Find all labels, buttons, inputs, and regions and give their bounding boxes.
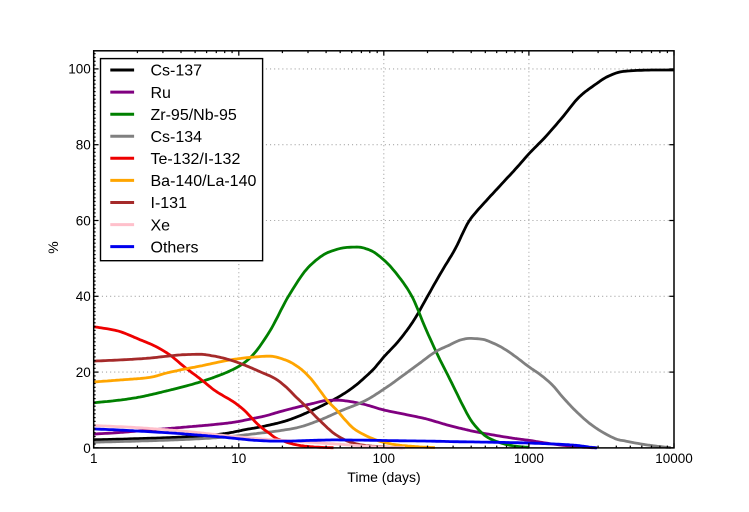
svg-text:40: 40	[76, 289, 91, 304]
svg-text:80: 80	[76, 138, 91, 153]
svg-text:Zr-95/Nb-95: Zr-95/Nb-95	[151, 107, 237, 124]
svg-text:Xe: Xe	[151, 217, 171, 234]
svg-text:Ba-140/La-140: Ba-140/La-140	[151, 173, 257, 190]
svg-text:0: 0	[83, 441, 91, 456]
svg-text:Others: Others	[151, 239, 199, 256]
svg-text:60: 60	[76, 213, 91, 228]
svg-text:Te-132/I-132: Te-132/I-132	[151, 151, 241, 168]
svg-text:1: 1	[90, 451, 98, 466]
svg-text:Ru: Ru	[151, 85, 171, 102]
svg-text:100: 100	[68, 62, 91, 77]
svg-text:20: 20	[76, 365, 91, 380]
svg-text:Time (days): Time (days)	[347, 469, 420, 485]
svg-text:10000: 10000	[655, 451, 693, 466]
svg-text:Cs-137: Cs-137	[151, 63, 203, 80]
svg-text:%: %	[45, 241, 61, 253]
svg-text:100: 100	[373, 451, 396, 466]
svg-text:1000: 1000	[514, 451, 544, 466]
svg-text:Cs-134: Cs-134	[151, 129, 203, 146]
svg-text:I-131: I-131	[151, 195, 188, 212]
svg-text:10: 10	[231, 451, 246, 466]
